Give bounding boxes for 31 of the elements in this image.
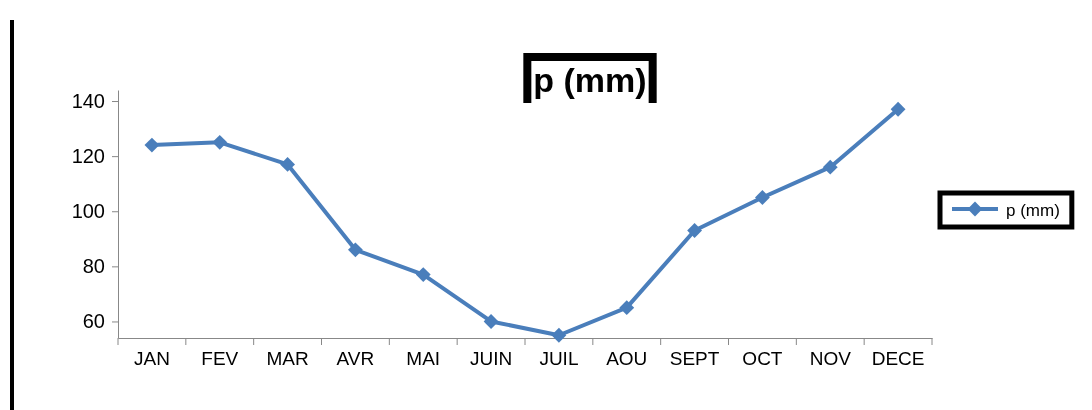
point — [280, 156, 295, 172]
chart-title: p (mm) — [533, 61, 647, 99]
y-tick-label: 140 — [71, 89, 105, 112]
y-tick-label: 60 — [82, 310, 105, 333]
x-tick-label: AOU — [606, 348, 648, 369]
y-tick-label: 120 — [71, 145, 105, 168]
y-tick-label: 80 — [82, 255, 105, 278]
legend-label: p (mm) — [1006, 201, 1060, 220]
x-tick-label: OCT — [742, 348, 783, 369]
point — [822, 159, 838, 175]
point — [348, 242, 363, 258]
x-tick-label: NOV — [809, 348, 852, 369]
x-tick-label: MAR — [266, 348, 309, 369]
x-tick-label: AVR — [336, 348, 375, 369]
x-tick-label: DECE — [871, 348, 925, 369]
point — [212, 134, 228, 150]
point — [415, 267, 431, 283]
x-tick-label: SEPT — [669, 348, 720, 369]
point — [755, 190, 770, 205]
point — [687, 223, 702, 238]
point — [890, 101, 906, 117]
x-tick-label: JUIN — [469, 348, 513, 369]
x-tick-label: FEV — [201, 348, 239, 369]
point — [619, 300, 635, 316]
x-tick-label: JUIL — [539, 348, 579, 369]
x-tick-label: JAN — [133, 348, 170, 369]
x-tick-label: MAI — [406, 348, 441, 369]
point — [551, 327, 567, 343]
y-tick-label: 100 — [71, 200, 105, 223]
point — [144, 137, 160, 153]
point — [483, 314, 499, 329]
